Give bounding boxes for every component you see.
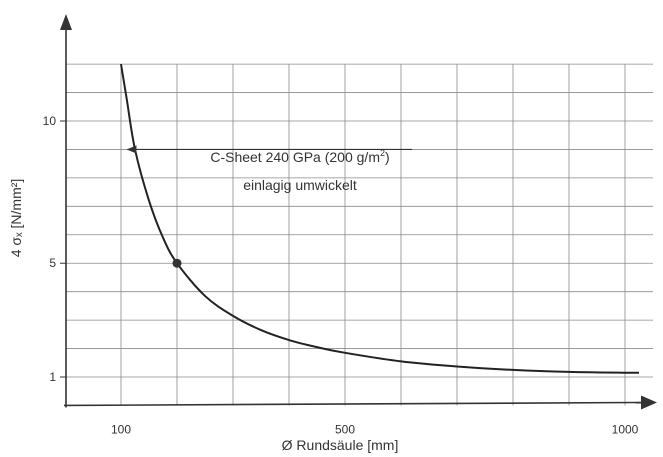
x-tick-label: 500 — [335, 422, 355, 436]
annotation-line-2: einlagig umwickelt — [243, 177, 357, 193]
x-tick-label: 1000 — [612, 422, 639, 436]
y-axis-label: 4 σₓ [N/mm²] — [8, 179, 24, 258]
annotation-line-1: C-Sheet 240 GPa (200 g/m2) — [210, 148, 389, 165]
x-axis-arrow — [641, 395, 657, 410]
x-axis-label: Ø Rundsäule [mm] — [282, 437, 399, 453]
tick-labels: 100 500 1000 1 5 10 — [43, 114, 639, 436]
x-axis — [63, 401, 646, 407]
x-tick-label: 100 — [111, 422, 131, 436]
data-marker — [172, 258, 182, 268]
y-axis-arrow — [60, 14, 72, 30]
axes — [60, 14, 657, 410]
grid — [66, 63, 653, 406]
y-tick-label: 10 — [43, 114, 57, 128]
y-tick-label: 5 — [49, 256, 56, 270]
series-curve — [120, 63, 640, 374]
y-tick-label: 1 — [49, 370, 56, 384]
